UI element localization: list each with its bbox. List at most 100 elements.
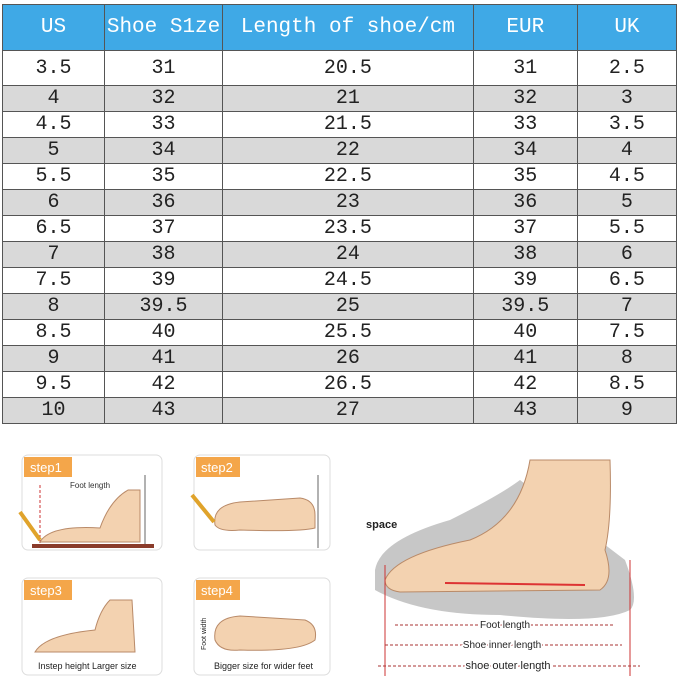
step1-panel: step1 Foot length xyxy=(18,454,163,551)
header-cell: Shoe S1ze xyxy=(104,4,224,51)
table-row: 3.5 31 20.5 31 2.5 xyxy=(1,50,678,86)
table-cell: 42 xyxy=(104,371,224,398)
table-cell: 5 xyxy=(576,189,678,216)
table-row: 6.5 37 23.5 37 5.5 xyxy=(1,215,678,242)
step-label: step3 xyxy=(30,583,62,598)
table-cell: 3.5 xyxy=(1,50,106,86)
diagram-label: Shoe inner length xyxy=(463,640,541,651)
table-cell: 37 xyxy=(104,215,224,242)
measure-guide: step1 Foot length step2 step3 Instep hei… xyxy=(18,454,640,676)
table-cell: 6 xyxy=(576,241,678,268)
table-cell: 5 xyxy=(1,137,106,164)
header-cell: Length of shoe/cm xyxy=(222,4,474,51)
step-note: Foot width xyxy=(201,618,208,650)
table-row: 4 32 21 32 3 xyxy=(1,85,678,112)
table-cell: 9 xyxy=(1,345,106,372)
table-cell: 39 xyxy=(104,267,224,294)
table-cell: 34 xyxy=(472,137,578,164)
table-cell: 9 xyxy=(576,397,678,424)
table-cell: 37 xyxy=(472,215,578,242)
size-table: US Shoe S1ze Length of shoe/cm EUR UK 3.5 31 2… xyxy=(1,4,678,424)
table-cell: 2.5 xyxy=(576,50,678,86)
table-cell: 43 xyxy=(472,397,578,424)
table-cell: 9.5 xyxy=(1,371,106,398)
table-cell: 32 xyxy=(472,85,578,112)
table-cell: 20.5 xyxy=(222,50,474,86)
table-cell: 7 xyxy=(576,293,678,320)
table-cell: 6 xyxy=(1,189,106,216)
table-cell: 8 xyxy=(1,293,106,320)
table-cell: 40 xyxy=(472,319,578,346)
table-cell: 40 xyxy=(104,319,224,346)
table-row: 7 38 24 38 6 xyxy=(1,241,678,268)
table-cell: 7 xyxy=(1,241,106,268)
step-note: Bigger size for wider feet xyxy=(214,661,314,671)
diagram-label: Foot length xyxy=(480,620,530,631)
table-cell: 26.5 xyxy=(222,371,474,398)
table-cell: 34 xyxy=(104,137,224,164)
table-cell: 6.5 xyxy=(576,267,678,294)
table-cell: 35 xyxy=(104,163,224,190)
table-cell: 10 xyxy=(1,397,106,424)
table-cell: 39 xyxy=(472,267,578,294)
table-cell: 3.5 xyxy=(576,111,678,138)
table-cell: 43 xyxy=(104,397,224,424)
table-cell: 6.5 xyxy=(1,215,106,242)
table-cell: 33 xyxy=(472,111,578,138)
table-cell: 41 xyxy=(104,345,224,372)
step-label: step2 xyxy=(201,460,233,475)
table-cell: 38 xyxy=(472,241,578,268)
table-cell: 8.5 xyxy=(576,371,678,398)
step3-panel: step3 Instep height Larger size xyxy=(21,577,163,676)
table-cell: 5.5 xyxy=(1,163,106,190)
table-cell: 8.5 xyxy=(1,319,106,346)
table-row: 10 43 27 43 9 xyxy=(1,397,678,424)
table-cell: 26 xyxy=(222,345,474,372)
diagram-label: space xyxy=(366,519,397,531)
table-cell: 36 xyxy=(104,189,224,216)
table-cell: 7.5 xyxy=(576,319,678,346)
table-cell: 39.5 xyxy=(472,293,578,320)
table-cell: 21.5 xyxy=(222,111,474,138)
table-cell: 35 xyxy=(472,163,578,190)
table-cell: 5.5 xyxy=(576,215,678,242)
table-cell: 25 xyxy=(222,293,474,320)
table-row: 9 41 26 41 8 xyxy=(1,345,678,372)
table-cell: 24 xyxy=(222,241,474,268)
table-cell: 42 xyxy=(472,371,578,398)
step4-panel: step4 Foot width Bigger size for wider f… xyxy=(193,577,331,676)
table-row: 7.5 39 24.5 39 6.5 xyxy=(1,267,678,294)
table-row: 9.5 42 26.5 42 8.5 xyxy=(1,371,678,398)
table-cell: 38 xyxy=(104,241,224,268)
table-row: 8 39.5 25 39.5 7 xyxy=(1,293,678,320)
table-cell: 31 xyxy=(104,50,224,86)
table-cell: 31 xyxy=(472,50,578,86)
table-cell: 39.5 xyxy=(104,293,224,320)
table-cell: 25.5 xyxy=(222,319,474,346)
table-row: 6 36 23 36 5 xyxy=(1,189,678,216)
table-cell: 41 xyxy=(472,345,578,372)
table-row: 5 34 22 34 4 xyxy=(1,137,678,164)
table-cell: 24.5 xyxy=(222,267,474,294)
step-label: step1 xyxy=(30,460,62,475)
table-cell: 36 xyxy=(472,189,578,216)
table-cell: 32 xyxy=(104,85,224,112)
step-note: Foot length xyxy=(70,481,110,490)
header-row: US Shoe S1ze Length of shoe/cm EUR UK xyxy=(1,4,678,51)
table-row: 8.5 40 25.5 40 7.5 xyxy=(1,319,678,346)
table-cell: 27 xyxy=(222,397,474,424)
table-row: 5.5 35 22.5 35 4.5 xyxy=(1,163,678,190)
table-cell: 3 xyxy=(576,85,678,112)
header-cell: EUR xyxy=(472,4,578,51)
table-cell: 22 xyxy=(222,137,474,164)
table-cell: 4.5 xyxy=(1,111,106,138)
diagram-label: shoe outer length xyxy=(465,660,550,672)
header-cell: UK xyxy=(576,4,678,51)
table-cell: 7.5 xyxy=(1,267,106,294)
step-note: Instep height Larger size xyxy=(38,661,137,671)
step-label: step4 xyxy=(201,583,233,598)
table-cell: 4 xyxy=(1,85,106,112)
table-cell: 8 xyxy=(576,345,678,372)
table-cell: 4 xyxy=(576,137,678,164)
